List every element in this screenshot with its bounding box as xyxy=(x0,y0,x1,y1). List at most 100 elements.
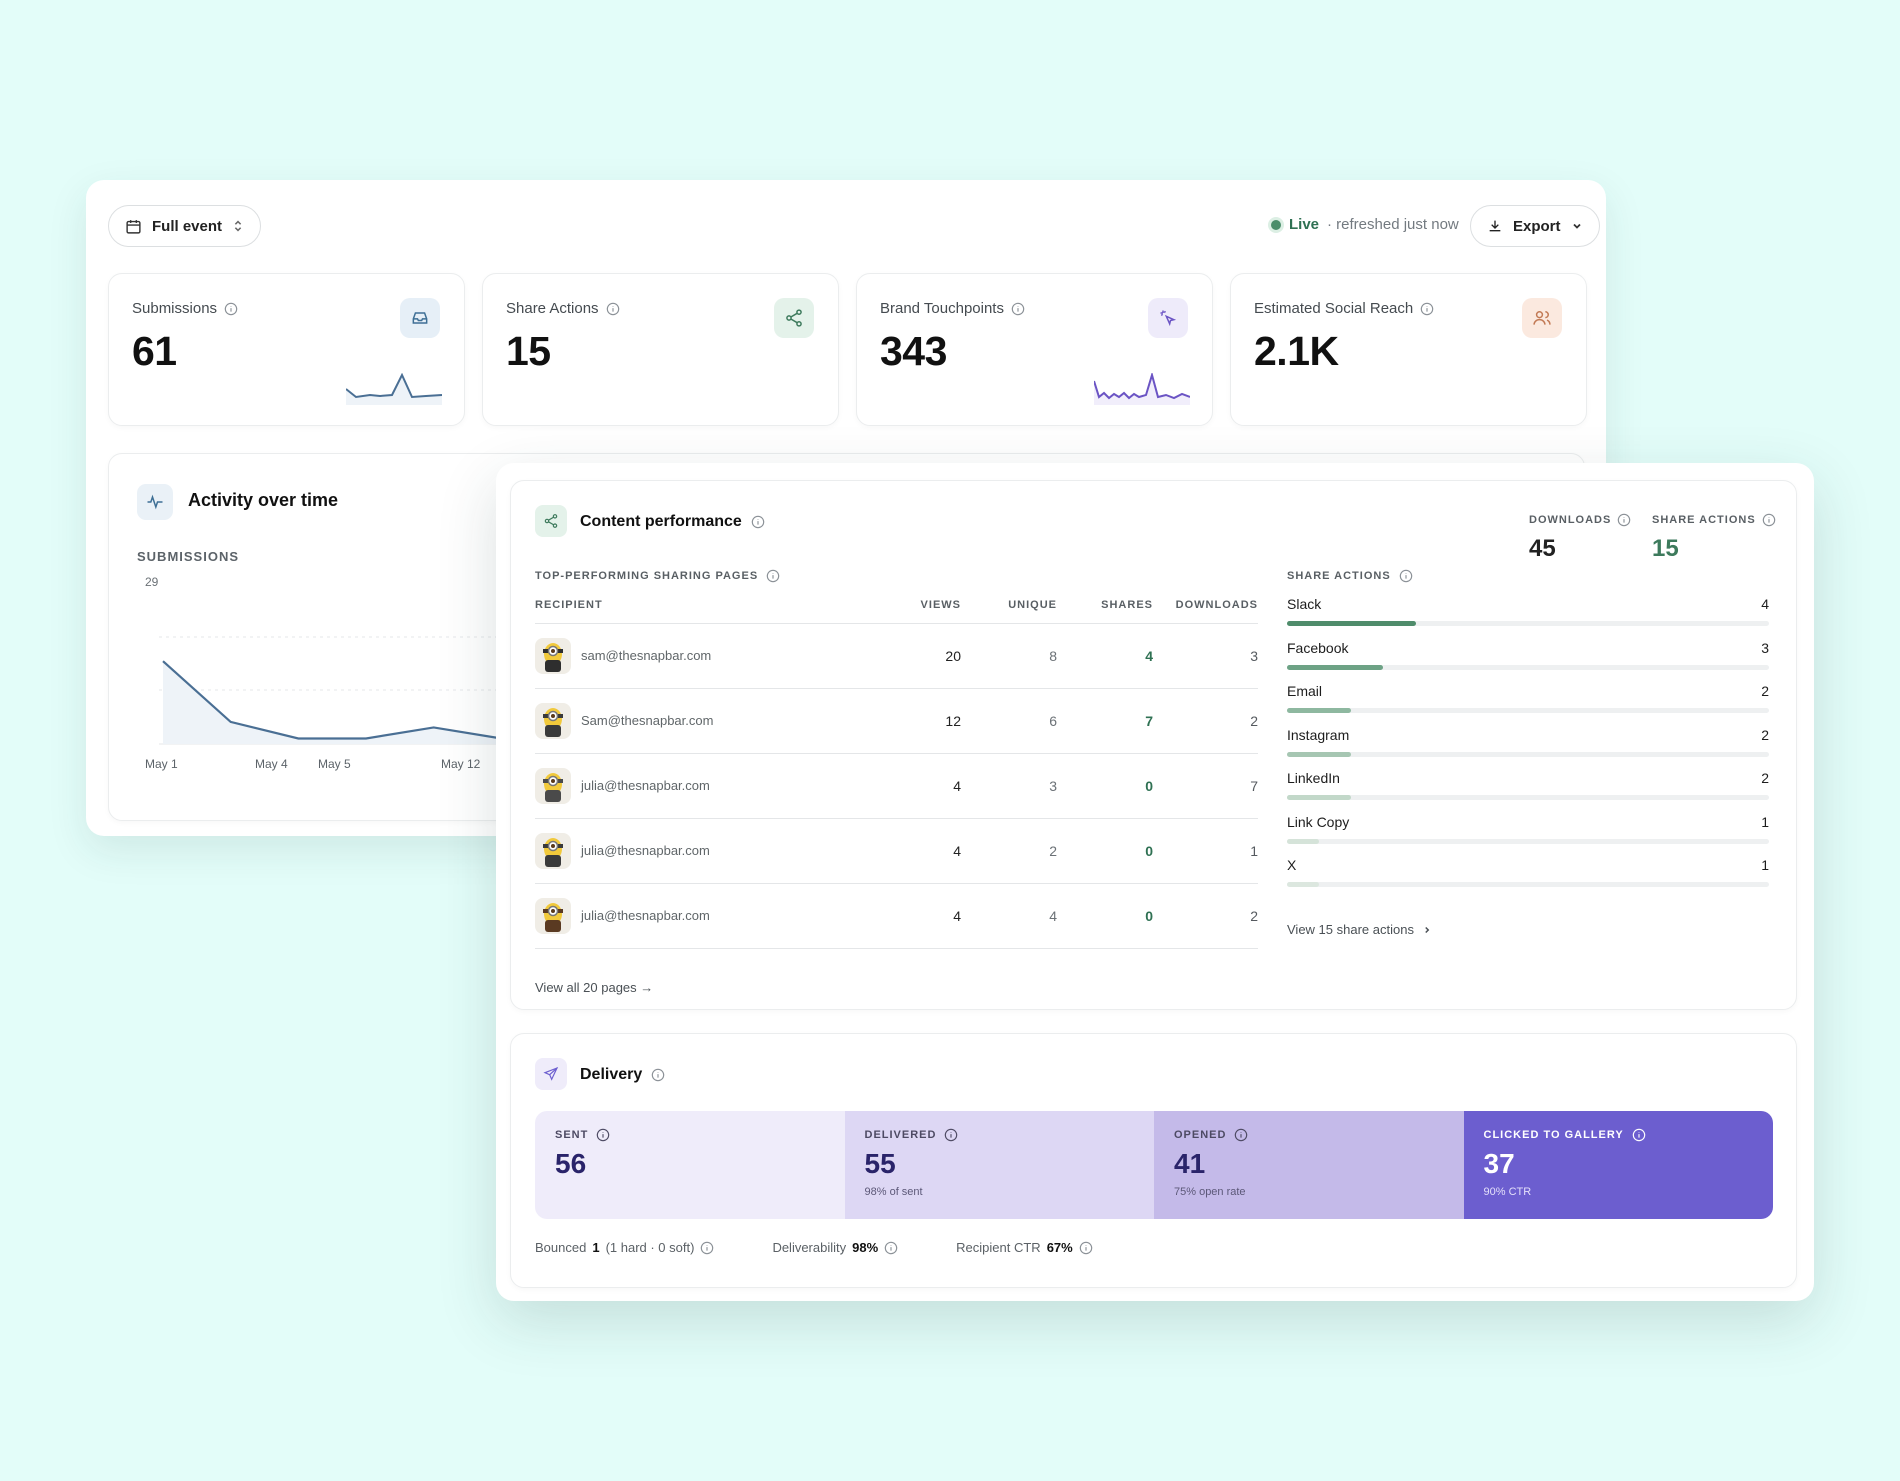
metric-label-text: Brand Touchpoints xyxy=(880,300,1004,317)
deliverability-value: 98% xyxy=(852,1240,879,1255)
shares-cell: 7 xyxy=(1057,688,1153,754)
info-icon[interactable] xyxy=(766,569,780,583)
views-cell: 4 xyxy=(865,883,961,949)
export-label: Export xyxy=(1513,217,1561,235)
share-action-header: Link Copy 1 xyxy=(1287,814,1769,830)
view-share-actions-link[interactable]: View 15 share actions xyxy=(1287,922,1432,937)
table-row[interactable]: julia@thesnapbar.com 4 4 0 2 xyxy=(535,883,1258,949)
stage-label-text: OPENED xyxy=(1174,1129,1227,1141)
recipient-email[interactable]: julia@thesnapbar.com xyxy=(581,843,710,858)
table-row[interactable]: julia@thesnapbar.com 4 3 0 7 xyxy=(535,753,1258,819)
info-icon[interactable] xyxy=(1762,513,1776,527)
share-action-name: Facebook xyxy=(1287,639,1349,656)
activity-title: Activity over time xyxy=(188,490,339,510)
metric-value: 2.1K xyxy=(1254,328,1339,374)
column-header-views[interactable]: VIEWS xyxy=(920,599,961,611)
info-icon[interactable] xyxy=(1079,1241,1093,1255)
metric-card-share-actions: Share Actions 15 xyxy=(482,273,839,426)
info-icon[interactable] xyxy=(651,1068,665,1082)
delivery-card: Delivery SENT 56 DELIVERED 55 98% of sen… xyxy=(510,1033,1797,1288)
info-icon[interactable] xyxy=(751,515,765,529)
stage-label-text: DELIVERED xyxy=(864,1129,937,1141)
recipient-email[interactable]: julia@thesnapbar.com xyxy=(581,908,710,923)
column-header-downloads[interactable]: DOWNLOADS xyxy=(1175,599,1258,611)
share-action-bar xyxy=(1287,751,1352,757)
share-action-track xyxy=(1287,708,1769,713)
views-cell: 20 xyxy=(865,623,961,689)
export-button[interactable]: Export xyxy=(1470,205,1600,247)
column-header-recipient[interactable]: RECIPIENT xyxy=(535,599,603,611)
deliverability-label: Deliverability xyxy=(772,1240,847,1255)
info-icon[interactable] xyxy=(1011,302,1025,316)
table-row[interactable]: sam@thesnapbar.com 20 8 4 3 xyxy=(535,623,1258,689)
info-icon[interactable] xyxy=(1234,1128,1248,1142)
stage-value: 55 xyxy=(864,1148,896,1179)
recipient-cell: Sam@thesnapbar.com xyxy=(535,688,865,754)
recipient-email[interactable]: sam@thesnapbar.com xyxy=(581,648,712,663)
column-header-shares[interactable]: SHARES xyxy=(1101,599,1153,611)
info-icon[interactable] xyxy=(224,302,238,316)
top-pages-label: TOP-PERFORMING SHARING PAGES xyxy=(535,569,780,583)
refresh-text: · refreshed just now xyxy=(1327,216,1459,233)
recipient: Sam@thesnapbar.com xyxy=(535,702,865,739)
share-action-count: 1 xyxy=(1761,857,1769,873)
share-action-row: Facebook 3 xyxy=(1287,640,1769,670)
content-performance-title-text: Content performance xyxy=(580,513,742,530)
chevron-right-icon xyxy=(1425,926,1430,933)
stage-label: CLICKED TO GALLERY xyxy=(1484,1128,1754,1142)
info-icon[interactable] xyxy=(700,1241,714,1255)
metric-value: 61 xyxy=(132,328,177,374)
info-icon[interactable] xyxy=(606,302,620,316)
info-icon[interactable] xyxy=(884,1241,898,1255)
stage-label: DELIVERED xyxy=(865,1128,1135,1142)
stage-label-text: SENT xyxy=(555,1129,589,1141)
info-icon[interactable] xyxy=(944,1128,958,1142)
share-action-header: Email 2 xyxy=(1287,683,1769,699)
downloads-summary-value: 45 xyxy=(1529,535,1556,562)
recipient-email[interactable]: Sam@thesnapbar.com xyxy=(581,713,714,728)
share-action-name: LinkedIn xyxy=(1287,770,1340,786)
stage-label: SENT xyxy=(555,1128,825,1142)
info-icon[interactable] xyxy=(1617,513,1631,527)
share-action-header: LinkedIn 2 xyxy=(1287,770,1769,786)
touchpoints-sparkline xyxy=(1094,373,1190,405)
info-icon[interactable] xyxy=(1420,302,1434,316)
share-actions-summary-label-text: SHARE ACTIONS xyxy=(1652,514,1756,526)
share-icon xyxy=(535,505,567,537)
date-filter-select[interactable]: Full event xyxy=(108,205,262,247)
delivery-footer: Bounced 1 (1 hard · 0 soft) Deliverabili… xyxy=(535,1240,1093,1255)
info-icon[interactable] xyxy=(1632,1128,1646,1142)
stage-note: 98% of sent xyxy=(864,1186,923,1198)
unique-cell: 4 xyxy=(961,883,1057,949)
details-panel: Content performance DOWNLOADS 45 SHARE A… xyxy=(496,463,1814,1301)
downloads-cell: 3 xyxy=(1153,623,1258,689)
share-actions-summary: SHARE ACTIONS 15 xyxy=(1652,513,1776,563)
views-cell: 12 xyxy=(865,688,961,754)
download-icon xyxy=(1489,220,1501,232)
content-performance-card: Content performance DOWNLOADS 45 SHARE A… xyxy=(510,480,1797,1010)
info-icon[interactable] xyxy=(1399,569,1413,583)
share-action-row: Link Copy 1 xyxy=(1287,814,1769,844)
live-label: Live xyxy=(1289,216,1320,233)
share-action-count: 1 xyxy=(1761,813,1769,830)
share-action-track xyxy=(1287,882,1769,887)
shares-cell: 0 xyxy=(1057,753,1153,819)
info-icon[interactable] xyxy=(596,1128,610,1142)
delivery-title: Delivery xyxy=(580,1066,665,1084)
table-row[interactable]: julia@thesnapbar.com 4 2 0 1 xyxy=(535,818,1258,884)
table-header-row: RECIPIENT VIEWS UNIQUE SHARES DOWNLOADS xyxy=(535,597,1258,623)
stage-note: 75% open rate xyxy=(1174,1186,1246,1198)
unique-cell: 8 xyxy=(961,623,1057,689)
view-all-pages-link[interactable]: View all 20 pages → xyxy=(535,980,654,995)
live-dot xyxy=(1271,219,1281,230)
share-action-header: Instagram 2 xyxy=(1287,727,1769,743)
x-tick-label: May 1 xyxy=(145,757,178,771)
table-row[interactable]: Sam@thesnapbar.com 12 6 7 2 xyxy=(535,688,1258,754)
unique-cell: 3 xyxy=(961,753,1057,819)
live-status: Live · refreshed just now xyxy=(1271,216,1459,233)
share-action-count: 4 xyxy=(1761,596,1769,612)
recipient-email[interactable]: julia@thesnapbar.com xyxy=(581,778,710,793)
column-header-unique[interactable]: UNIQUE xyxy=(1008,599,1057,611)
share-action-track xyxy=(1287,795,1769,800)
